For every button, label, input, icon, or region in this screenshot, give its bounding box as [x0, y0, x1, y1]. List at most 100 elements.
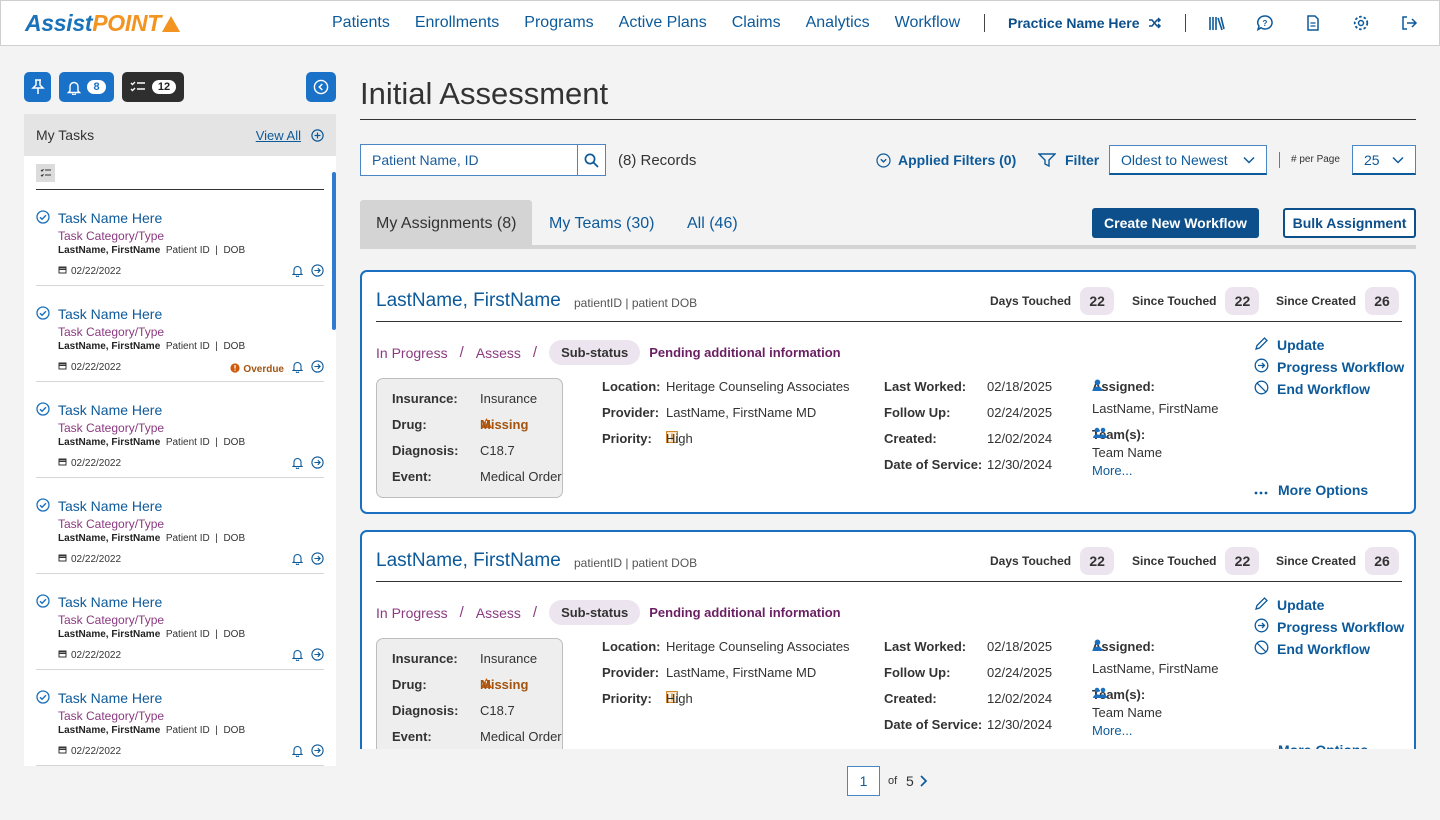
nav-enrollments[interactable]: Enrollments [414, 14, 500, 31]
end-workflow-action[interactable]: End Workflow [1254, 640, 1370, 658]
sort-select[interactable]: Oldest to Newest [1109, 145, 1267, 175]
end-workflow-action[interactable]: End Workflow [1254, 380, 1370, 398]
teams-more-link[interactable]: More... [1092, 463, 1133, 478]
pin-button[interactable] [24, 72, 51, 102]
team-value: Team Name [1092, 445, 1163, 460]
bulk-assignment-button[interactable]: Bulk Assignment [1283, 208, 1416, 238]
more-options-action[interactable]: More Options [1254, 482, 1368, 498]
filter-icon [1038, 153, 1056, 167]
insurance-value: Insurance [480, 651, 538, 666]
notifications-button[interactable]: 8 [59, 72, 114, 102]
update-action[interactable]: Update [1254, 596, 1324, 614]
progress-workflow-action[interactable]: Progress Workflow [1254, 618, 1404, 636]
sidebar-scrollbar[interactable] [332, 172, 336, 330]
help-icon[interactable]: ? [1256, 14, 1274, 32]
task-item[interactable]: Task Name Here Task Category/Type LastName… [36, 382, 324, 478]
workflow-card[interactable]: LastName, FirstName patientID | patient D… [360, 530, 1416, 749]
filter-button[interactable]: Filter [1038, 152, 1099, 168]
document-icon[interactable] [1304, 14, 1322, 32]
go-arrow-icon[interactable] [311, 648, 324, 666]
task-patient-meta: Patient ID | DOB [165, 245, 246, 256]
patient-name[interactable]: LastName, FirstName [376, 290, 561, 311]
progress-workflow-action[interactable]: Progress Workflow [1254, 358, 1404, 376]
workflow-card[interactable]: LastName, FirstName patientID | patient D… [360, 270, 1416, 514]
teams-more-link[interactable]: More... [1092, 723, 1133, 738]
page-current[interactable]: 1 [847, 766, 880, 796]
search-input[interactable] [361, 145, 577, 175]
task-name[interactable]: Task Name Here [58, 210, 163, 226]
logout-icon[interactable] [1400, 14, 1418, 32]
task-name[interactable]: Task Name Here [58, 498, 163, 514]
task-date-value: 02/22/2022 [71, 649, 122, 661]
add-task-icon[interactable] [311, 128, 324, 142]
create-workflow-button[interactable]: Create New Workflow [1092, 208, 1259, 238]
go-arrow-icon[interactable] [311, 456, 324, 474]
check-circle-icon[interactable] [36, 690, 50, 709]
task-patient-meta: Patient ID | DOB [165, 629, 246, 640]
task-item[interactable]: Task Name Here Task Category/Type LastName… [36, 574, 324, 670]
tab-my-teams[interactable]: My Teams (30) [549, 215, 655, 232]
go-arrow-icon[interactable] [311, 552, 324, 570]
check-circle-icon[interactable] [36, 594, 50, 613]
team-value-row: Team Name [1092, 705, 1242, 723]
nav-patients[interactable]: Patients [332, 14, 390, 31]
per-page-select[interactable]: 25 [1352, 145, 1416, 175]
diagnosis-row: Diagnosis: C18.7 [392, 703, 562, 721]
tab-all[interactable]: All (46) [687, 215, 738, 232]
task-item[interactable]: Task Name Here Task Category/Type LastName… [36, 478, 324, 574]
task-category: Task Category/Type [58, 229, 165, 243]
task-name[interactable]: Task Name Here [58, 594, 163, 610]
task-name[interactable]: Task Name Here [58, 690, 163, 706]
bell-icon[interactable] [291, 552, 304, 570]
library-icon[interactable] [1208, 14, 1226, 32]
task-patient: LastName, FirstName Patient ID | DOB [58, 533, 245, 544]
task-item[interactable]: Task Name Here Task Category/Type LastName… [36, 286, 324, 382]
nav-workflow[interactable]: Workflow [894, 14, 961, 31]
nav-programs[interactable]: Programs [524, 14, 594, 31]
check-circle-icon[interactable] [36, 210, 50, 229]
team-icon [1092, 427, 1110, 442]
task-name[interactable]: Task Name Here [58, 402, 163, 418]
next-page-icon[interactable] [918, 774, 928, 788]
tab-my-assignments[interactable]: My Assignments (8) [360, 200, 533, 248]
app-logo[interactable]: AssistPOINT [25, 10, 181, 37]
metric-2: Since Created 26 [1276, 547, 1400, 575]
nav-analytics[interactable]: Analytics [805, 14, 870, 31]
search-button[interactable] [577, 145, 605, 175]
check-circle-icon[interactable] [36, 306, 50, 325]
go-arrow-icon[interactable] [311, 744, 324, 762]
go-arrow-icon[interactable] [311, 360, 324, 378]
settings-icon[interactable] [1352, 14, 1370, 32]
view-all-link[interactable]: View All [255, 127, 301, 143]
created-label: Created: [884, 691, 937, 706]
main-nav: Patients Enrollments Programs Active Pla… [332, 14, 985, 32]
task-list-button[interactable]: 12 [122, 72, 184, 102]
metric-2: Since Created 26 [1276, 287, 1400, 315]
per-page-value: 25 [1364, 151, 1380, 168]
check-circle-icon[interactable] [36, 402, 50, 421]
bell-icon[interactable] [291, 648, 304, 666]
bell-icon[interactable] [291, 360, 304, 378]
patient-search [360, 144, 606, 176]
nav-active-plans[interactable]: Active Plans [618, 14, 707, 31]
metric-value: 26 [1365, 287, 1400, 315]
more-options-label: More Options [1278, 742, 1368, 749]
collapse-sidebar-button[interactable] [306, 72, 336, 102]
bell-icon[interactable] [291, 456, 304, 474]
patient-name[interactable]: LastName, FirstName [376, 550, 561, 571]
applied-filters-toggle[interactable]: Applied Filters (0) [876, 152, 1016, 168]
practice-switcher[interactable]: Practice Name Here [1008, 15, 1162, 31]
nav-claims[interactable]: Claims [731, 14, 781, 31]
task-item[interactable]: Task Name Here Task Category/Type LastName… [36, 670, 324, 766]
check-circle-icon[interactable] [36, 498, 50, 517]
bell-icon[interactable] [291, 264, 304, 282]
checklist-filter-icon[interactable] [36, 163, 55, 182]
task-actions [291, 264, 324, 282]
task-name[interactable]: Task Name Here [58, 306, 163, 322]
update-action[interactable]: Update [1254, 336, 1324, 354]
created-value: 12/02/2024 [987, 431, 1053, 446]
go-arrow-icon[interactable] [311, 264, 324, 282]
task-item[interactable]: Task Name Here Task Category/Type LastName… [36, 190, 324, 286]
bell-icon[interactable] [291, 744, 304, 762]
more-options-action[interactable]: More Options [1254, 742, 1368, 749]
